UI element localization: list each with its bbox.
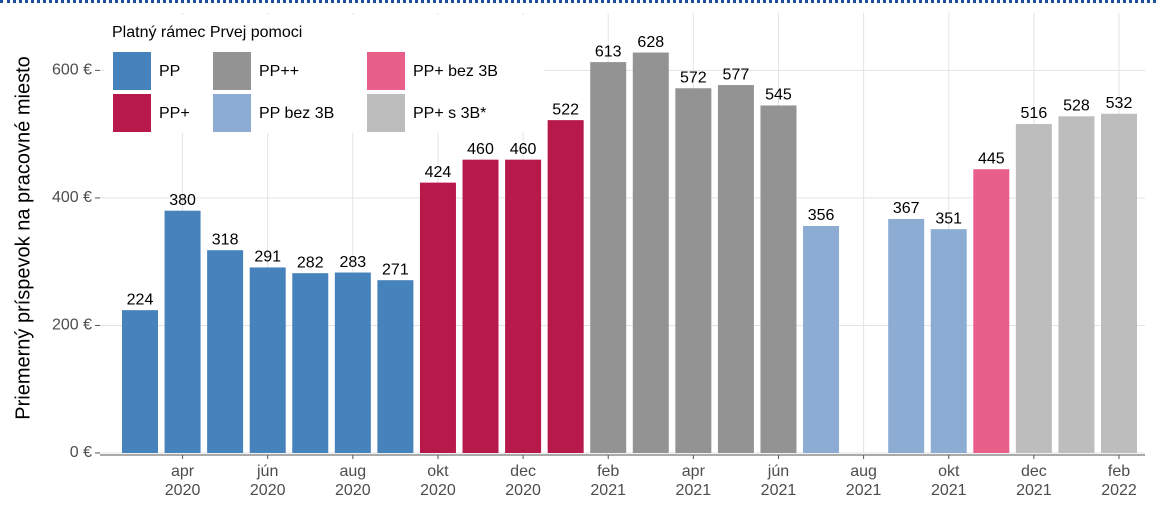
chart-svg: Priemerný príspevok na pracovné miesto 0… xyxy=(12,13,1145,461)
y-axis-title: Priemerný príspevok na pracovné miesto xyxy=(12,56,34,420)
bar xyxy=(760,105,797,453)
value-label: 351 xyxy=(935,210,962,227)
value-label: 356 xyxy=(808,207,835,224)
value-label: 445 xyxy=(978,150,1005,167)
legend-key xyxy=(113,52,151,90)
value-label: 318 xyxy=(212,231,239,248)
x-tick-label: aug 2021 xyxy=(845,463,882,499)
bar xyxy=(292,273,329,453)
bar xyxy=(632,52,669,454)
bar xyxy=(973,169,1010,454)
x-tick-label: okt 2020 xyxy=(420,463,456,499)
value-label: 424 xyxy=(425,164,452,181)
value-label: 528 xyxy=(1063,98,1090,115)
legend-label: PP bez 3B xyxy=(259,105,334,122)
y-tick-label: 400 € xyxy=(52,189,92,206)
bar xyxy=(675,88,712,454)
legend-label: PP xyxy=(159,63,180,80)
x-tick-label: jún 2020 xyxy=(249,463,286,499)
legend-label: PP+ bez 3B xyxy=(413,63,498,80)
x-tick-label: okt 2021 xyxy=(930,463,967,499)
bar xyxy=(803,225,840,453)
value-label: 572 xyxy=(680,69,707,86)
x-tick-label: apr 2020 xyxy=(164,463,201,499)
legend-key xyxy=(213,52,251,90)
value-label: 522 xyxy=(552,101,579,118)
legend-label: PP+ xyxy=(159,105,190,122)
bar xyxy=(717,85,754,453)
legend-title: Platný rámec Prvej pomoci xyxy=(112,24,302,41)
x-tick-label: dec 2020 xyxy=(505,463,541,499)
y-tick-label: 600 € xyxy=(52,62,92,79)
value-label: 380 xyxy=(169,192,196,209)
legend-label: PP+ s 3B* xyxy=(413,105,486,122)
legend-key xyxy=(367,52,405,90)
value-label: 460 xyxy=(510,141,537,158)
value-label: 516 xyxy=(1021,105,1048,122)
bar xyxy=(334,272,371,453)
value-label: 283 xyxy=(339,254,366,271)
y-tick-label: 0 € xyxy=(70,444,92,461)
x-tick-label: jún 2021 xyxy=(760,463,797,499)
bar xyxy=(590,62,627,454)
bar xyxy=(164,210,201,453)
bar xyxy=(249,267,286,453)
x-tick-label: feb 2022 xyxy=(1101,463,1137,499)
bar xyxy=(547,120,584,453)
value-label: 545 xyxy=(765,87,792,104)
x-tick-label: dec 2021 xyxy=(1016,463,1052,499)
legend-key xyxy=(113,94,151,132)
legend-label: PP++ xyxy=(259,63,299,80)
value-label: 367 xyxy=(893,200,920,217)
legend-key xyxy=(367,94,405,132)
bar xyxy=(1015,123,1052,454)
value-label: 613 xyxy=(595,43,622,60)
y-tick-label: 200 € xyxy=(52,317,92,334)
bar xyxy=(419,182,456,454)
value-label: 460 xyxy=(467,141,494,158)
bar xyxy=(888,218,925,453)
value-label: 282 xyxy=(297,254,324,271)
x-tick-label: apr 2021 xyxy=(675,463,712,499)
bar xyxy=(505,159,542,453)
x-tick-label: feb 2021 xyxy=(590,463,626,499)
value-label: 291 xyxy=(254,249,281,266)
bar xyxy=(930,229,967,453)
bar xyxy=(1058,116,1095,453)
bar xyxy=(377,280,414,453)
value-label: 532 xyxy=(1106,95,1133,112)
legend-box xyxy=(104,15,544,133)
bar xyxy=(1101,113,1137,453)
value-label: 271 xyxy=(382,261,409,278)
bar xyxy=(462,159,499,453)
value-label: 628 xyxy=(637,34,664,51)
bar xyxy=(122,310,158,453)
bar xyxy=(207,250,244,453)
legend-key xyxy=(213,94,251,132)
value-label: 224 xyxy=(127,291,154,308)
value-label: 577 xyxy=(723,66,750,83)
x-tick-label: aug 2020 xyxy=(335,463,371,499)
